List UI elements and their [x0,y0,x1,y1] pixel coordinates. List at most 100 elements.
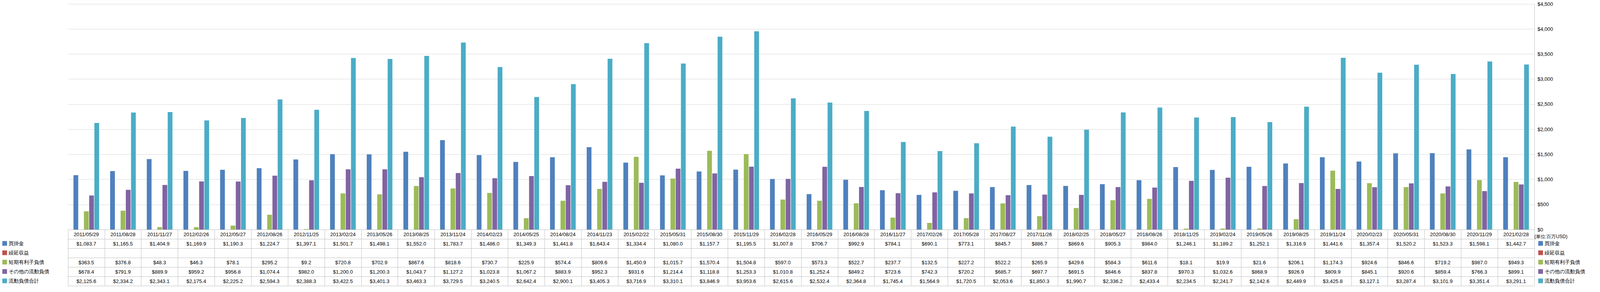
svg-text:$3,422.5: $3,422.5 [333,278,354,285]
svg-text:2015/02/22: 2015/02/22 [623,231,649,238]
svg-text:2012/05/27: 2012/05/27 [220,231,246,238]
svg-text:$1,252.4: $1,252.4 [809,269,830,275]
svg-text:$845.7: $845.7 [994,241,1011,247]
svg-text:$984.0: $984.0 [1141,241,1158,247]
svg-text:$920.6: $920.6 [1398,269,1415,275]
svg-text:$597.0: $597.0 [775,259,791,266]
svg-text:$1,080.0: $1,080.0 [662,241,683,247]
svg-text:$1,316.9: $1,316.9 [1286,241,1307,247]
svg-text:$1,564.9: $1,564.9 [919,278,940,285]
svg-text:2017/08/27: 2017/08/27 [990,231,1016,238]
svg-text:$611.6: $611.6 [1141,259,1158,266]
svg-text:$19.9: $19.9 [1216,259,1230,266]
svg-text:$1,032.6: $1,032.6 [1212,269,1233,275]
svg-text:$1,850.3: $1,850.3 [1029,278,1050,285]
svg-text:$376.8: $376.8 [115,259,131,266]
svg-text:$1,500: $1,500 [1537,151,1554,158]
svg-text:$1,200.3: $1,200.3 [369,269,390,275]
svg-text:$3,716.9: $3,716.9 [626,278,647,285]
svg-text:2015/05/31: 2015/05/31 [660,231,686,238]
svg-text:$132.5: $132.5 [921,259,938,266]
svg-text:$720.2: $720.2 [958,269,974,275]
svg-text:2019/11/24: 2019/11/24 [1320,231,1346,238]
svg-text:2021/02/28: 2021/02/28 [1503,231,1529,238]
svg-text:2014/05/25: 2014/05/25 [513,231,540,238]
svg-text:$48.3: $48.3 [153,259,167,266]
svg-text:2017/11/26: 2017/11/26 [1026,231,1052,238]
svg-text:$3,101.9: $3,101.9 [1432,278,1453,285]
svg-text:$678.4: $678.4 [78,269,95,275]
svg-text:$2,594.3: $2,594.3 [259,278,280,285]
svg-text:短期有利子負債: 短期有利子負債 [1542,259,1581,266]
svg-text:$1,189.2: $1,189.2 [1212,241,1233,247]
svg-text:$883.9: $883.9 [555,269,571,275]
svg-text:$723.6: $723.6 [885,269,901,275]
svg-text:$818.6: $818.6 [445,259,461,266]
svg-text:2020/08/30: 2020/08/30 [1430,231,1456,238]
svg-text:2013/11/24: 2013/11/24 [440,231,466,238]
svg-text:$18.1: $18.1 [1179,259,1193,266]
svg-text:$1,169.9: $1,169.9 [186,241,207,247]
svg-text:$78.1: $78.1 [226,259,240,266]
svg-text:$730.7: $730.7 [481,259,498,266]
svg-text:$1,441.6: $1,441.6 [1323,241,1343,247]
svg-text:$1,015.7: $1,015.7 [662,259,683,266]
svg-text:$1,442.7: $1,442.7 [1506,241,1527,247]
svg-text:$982.0: $982.0 [298,269,315,275]
svg-text:$956.8: $956.8 [225,269,241,275]
svg-text:2018/05/27: 2018/05/27 [1100,231,1126,238]
svg-text:$522.2: $522.2 [994,259,1011,266]
svg-text:$952.3: $952.3 [591,269,608,275]
svg-text:$1,552.0: $1,552.0 [406,241,427,247]
svg-text:$1,010.8: $1,010.8 [773,269,793,275]
svg-text:$3,000: $3,000 [1537,76,1554,83]
svg-text:$691.5: $691.5 [1068,269,1084,275]
svg-text:$931.6: $931.6 [628,269,645,275]
svg-text:$2,234.5: $2,234.5 [1176,278,1197,285]
svg-text:2018/11/25: 2018/11/25 [1173,231,1199,238]
svg-text:短期有利子負債: 短期有利子負債 [7,259,45,266]
svg-text:$1,357.4: $1,357.4 [1359,241,1380,247]
svg-text:$685.7: $685.7 [994,269,1011,275]
svg-text:$1,501.7: $1,501.7 [333,241,354,247]
svg-text:$849.2: $849.2 [848,269,865,275]
svg-text:$1,067.2: $1,067.2 [516,269,537,275]
svg-text:2017/02/26: 2017/02/26 [916,231,943,238]
svg-text:$889.9: $889.9 [151,269,168,275]
svg-text:$742.3: $742.3 [921,269,938,275]
svg-text:$227.2: $227.2 [958,259,974,266]
svg-text:$867.6: $867.6 [408,259,425,266]
svg-text:$3,291.1: $3,291.1 [1506,278,1527,285]
svg-text:$886.7: $886.7 [1031,241,1048,247]
svg-text:$1,224.7: $1,224.7 [259,241,280,247]
svg-text:$773.1: $773.1 [958,241,974,247]
svg-text:2015/11/29: 2015/11/29 [733,231,759,238]
svg-text:2018/08/26: 2018/08/26 [1136,231,1163,238]
svg-text:$1,486.0: $1,486.0 [479,241,500,247]
svg-text:$1,498.1: $1,498.1 [369,241,390,247]
svg-text:$869.6: $869.6 [1068,241,1084,247]
svg-text:流動負債合計: 流動負債合計 [1542,278,1575,284]
svg-text:$697.7: $697.7 [1031,269,1048,275]
svg-text:$3,240.5: $3,240.5 [479,278,500,285]
svg-text:$3,405.3: $3,405.3 [589,278,610,285]
svg-text:2011/08/28: 2011/08/28 [110,231,136,238]
svg-text:$1,720.5: $1,720.5 [956,278,977,285]
svg-text:$1,165.5: $1,165.5 [112,241,133,247]
svg-text:$3,310.1: $3,310.1 [662,278,683,285]
svg-text:$1,397.1: $1,397.1 [296,241,317,247]
svg-text:2019/05/26: 2019/05/26 [1246,231,1273,238]
svg-text:$1,404.9: $1,404.9 [149,241,170,247]
svg-text:$846.6: $846.6 [1105,269,1121,275]
svg-text:$2,225.2: $2,225.2 [223,278,243,285]
svg-text:$949.3: $949.3 [1508,259,1524,266]
svg-text:$837.8: $837.8 [1141,269,1158,275]
svg-text:$1,118.8: $1,118.8 [700,269,720,275]
svg-text:2020/11/29: 2020/11/29 [1466,231,1492,238]
svg-text:$3,500: $3,500 [1537,51,1554,58]
svg-text:買掛金: 買掛金 [7,240,24,247]
svg-text:$1,253.3: $1,253.3 [736,269,757,275]
svg-text:$265.9: $265.9 [1031,259,1048,266]
svg-text:$3,127.1: $3,127.1 [1359,278,1380,285]
svg-text:$429.6: $429.6 [1068,259,1084,266]
